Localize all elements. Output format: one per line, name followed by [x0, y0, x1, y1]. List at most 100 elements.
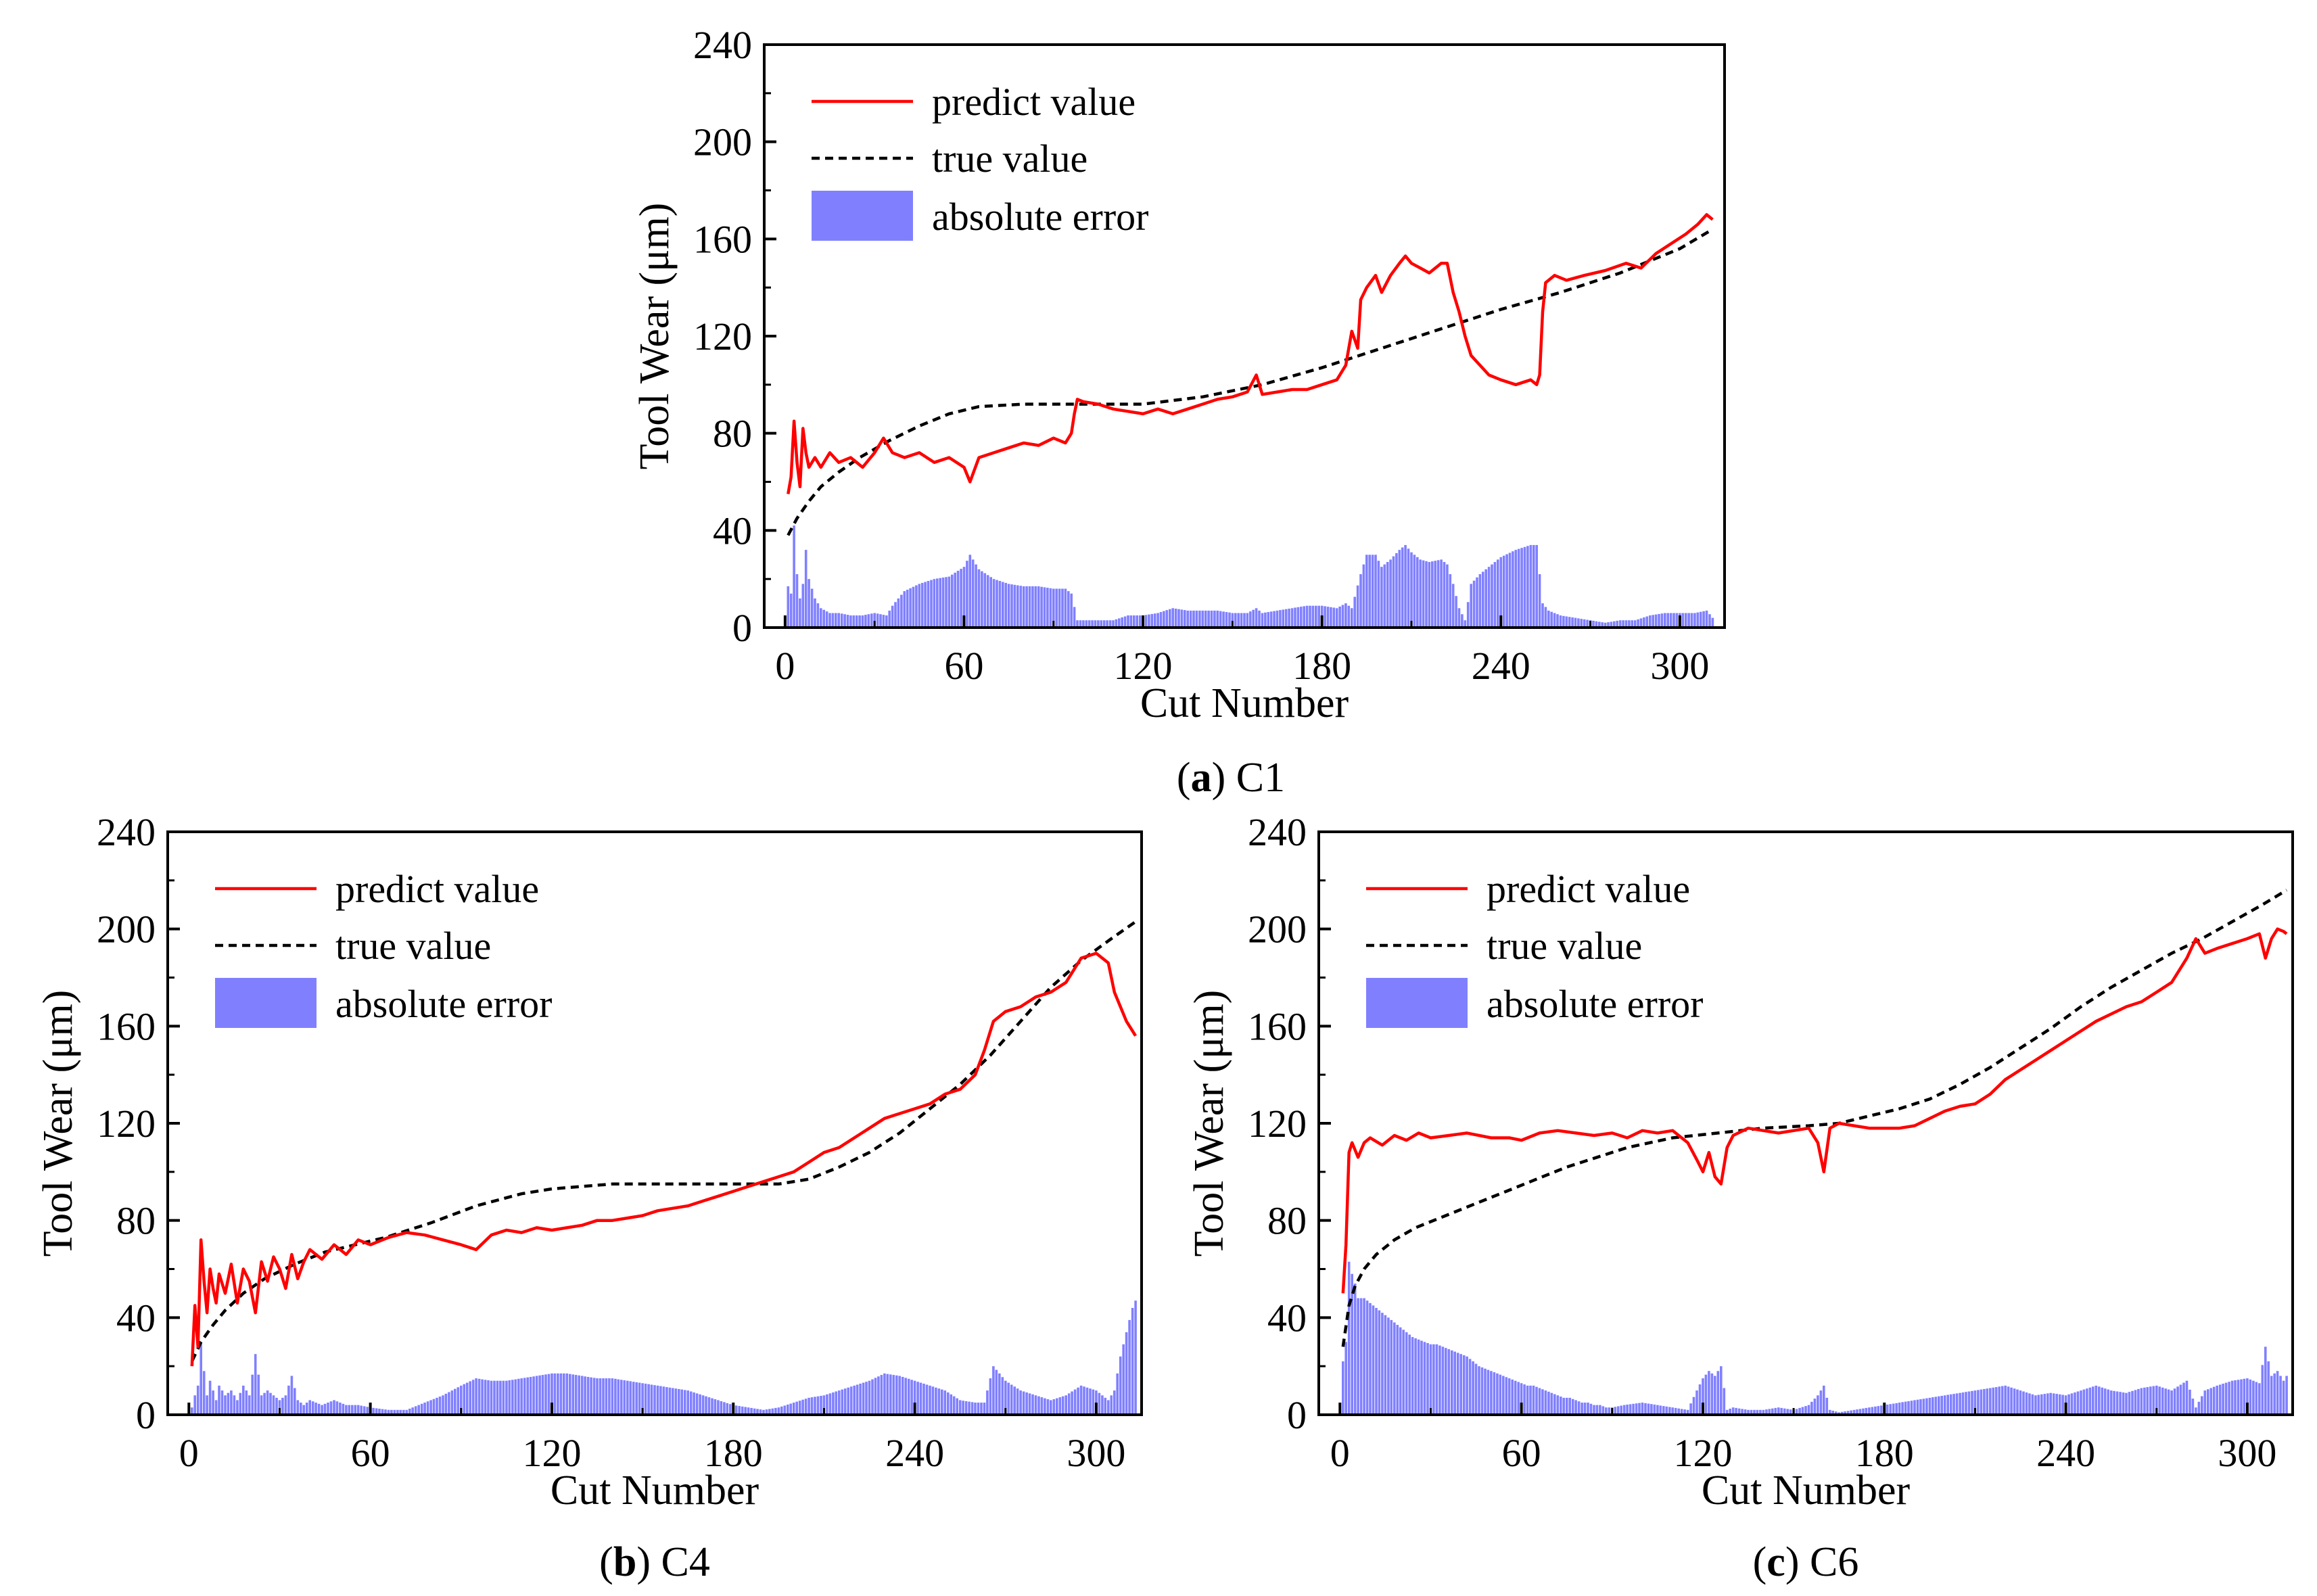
error-bar	[1595, 621, 1598, 628]
error-bar	[1344, 1342, 1347, 1415]
error-bar	[1440, 559, 1443, 628]
error-bar	[544, 1374, 547, 1415]
error-bar	[1696, 612, 1700, 628]
error-bar	[1104, 1397, 1107, 1415]
error-bar	[1464, 620, 1467, 628]
error-bar	[1371, 555, 1374, 628]
error-bar	[1013, 1386, 1016, 1415]
error-bar	[1562, 1397, 1565, 1415]
error-bar	[1862, 1408, 1865, 1415]
y-tick-label: 200	[693, 120, 752, 164]
error-bar	[1577, 1401, 1581, 1415]
error-bar	[744, 1407, 747, 1415]
error-bar	[1825, 1397, 1829, 1415]
error-bar	[2082, 1389, 2086, 1415]
error-bar	[1413, 555, 1416, 628]
error-bar	[454, 1388, 457, 1415]
error-bar	[795, 574, 799, 628]
legend: predict value true value absolute error	[215, 867, 552, 1028]
error-bar	[1671, 1407, 1674, 1415]
error-bar	[1850, 1410, 1852, 1415]
error-bar	[644, 1384, 647, 1415]
error-bar	[608, 1378, 611, 1415]
error-bar	[296, 1400, 300, 1415]
x-tick-label: 300	[2218, 1431, 2276, 1475]
error-bar	[2167, 1389, 2170, 1415]
error-bar	[565, 1373, 569, 1415]
caption-text: C1	[1236, 755, 1285, 801]
error-bar	[1294, 607, 1296, 628]
error-bar	[1714, 1376, 1716, 1415]
error-bar	[2279, 1376, 2282, 1415]
error-bar	[375, 1408, 378, 1415]
x-tick-label: 180	[1855, 1431, 1914, 1475]
error-bar	[847, 1387, 849, 1415]
error-bar	[1133, 615, 1136, 628]
error-bar	[992, 579, 996, 628]
error-bar	[2195, 1407, 2197, 1415]
error-bar	[1347, 1261, 1351, 1415]
error-bar	[1508, 553, 1512, 628]
error-bar	[2016, 1389, 2019, 1415]
error-bar	[224, 1395, 227, 1415]
error-bar	[1798, 1407, 1801, 1415]
error-bar	[939, 578, 941, 628]
error-bar	[1213, 610, 1216, 628]
error-bar	[411, 1407, 414, 1415]
error-bar	[1804, 1406, 1807, 1415]
error-bar	[882, 615, 885, 628]
error-bar	[741, 1406, 744, 1415]
error-bar	[1637, 619, 1639, 628]
x-tick-label: 240	[885, 1431, 944, 1475]
error-bar	[1411, 1337, 1414, 1415]
error-bar	[822, 1395, 826, 1415]
error-bar	[1517, 548, 1520, 628]
error-bar	[1007, 584, 1010, 628]
error-bar	[1699, 611, 1702, 628]
error-bar	[2237, 1380, 2240, 1415]
error-bar	[1225, 612, 1228, 628]
error-bar	[1098, 1392, 1101, 1415]
error-bar	[287, 1385, 290, 1415]
error-bar	[1372, 1305, 1375, 1415]
error-bar	[1487, 1369, 1490, 1415]
error-bar	[838, 1390, 841, 1415]
error-bar	[2143, 1387, 2146, 1415]
error-bar	[828, 613, 831, 628]
error-bar	[1538, 574, 1541, 628]
error-bar	[1410, 552, 1413, 628]
error-bar	[1402, 1330, 1405, 1415]
error-bar	[1037, 586, 1040, 628]
error-bar	[448, 1392, 450, 1415]
error-bar	[996, 580, 998, 628]
error-bar	[351, 1405, 354, 1415]
error-bar	[1070, 593, 1073, 628]
error-bar	[792, 1403, 795, 1415]
error-bar	[1971, 1390, 1973, 1415]
error-bar	[1989, 1388, 1992, 1415]
error-bar	[2140, 1388, 2143, 1415]
error-bar	[1296, 607, 1300, 628]
error-bar	[1127, 615, 1129, 628]
error-bar	[2034, 1395, 2037, 1415]
error-bar	[1771, 1408, 1774, 1415]
error-bar	[808, 1397, 810, 1415]
error-bar	[1414, 1338, 1417, 1415]
error-bar	[1690, 613, 1693, 628]
y-tick-label: 0	[732, 606, 752, 650]
error-bar	[814, 1396, 816, 1415]
error-bar	[278, 1400, 281, 1415]
error-bar	[520, 1378, 523, 1415]
y-axis-title: Tool Wear (μm)	[632, 203, 678, 470]
error-bar	[569, 1374, 571, 1415]
error-bar	[762, 1409, 765, 1415]
error-bar	[1662, 1406, 1665, 1415]
error-bar	[408, 1409, 411, 1415]
error-bar	[1654, 614, 1658, 628]
error-bar	[1659, 1405, 1662, 1415]
error-bar	[1335, 608, 1338, 628]
error-bar	[1375, 1308, 1378, 1415]
error-bar	[798, 1401, 801, 1415]
error-bar	[1284, 609, 1288, 628]
error-bar	[202, 1371, 206, 1415]
